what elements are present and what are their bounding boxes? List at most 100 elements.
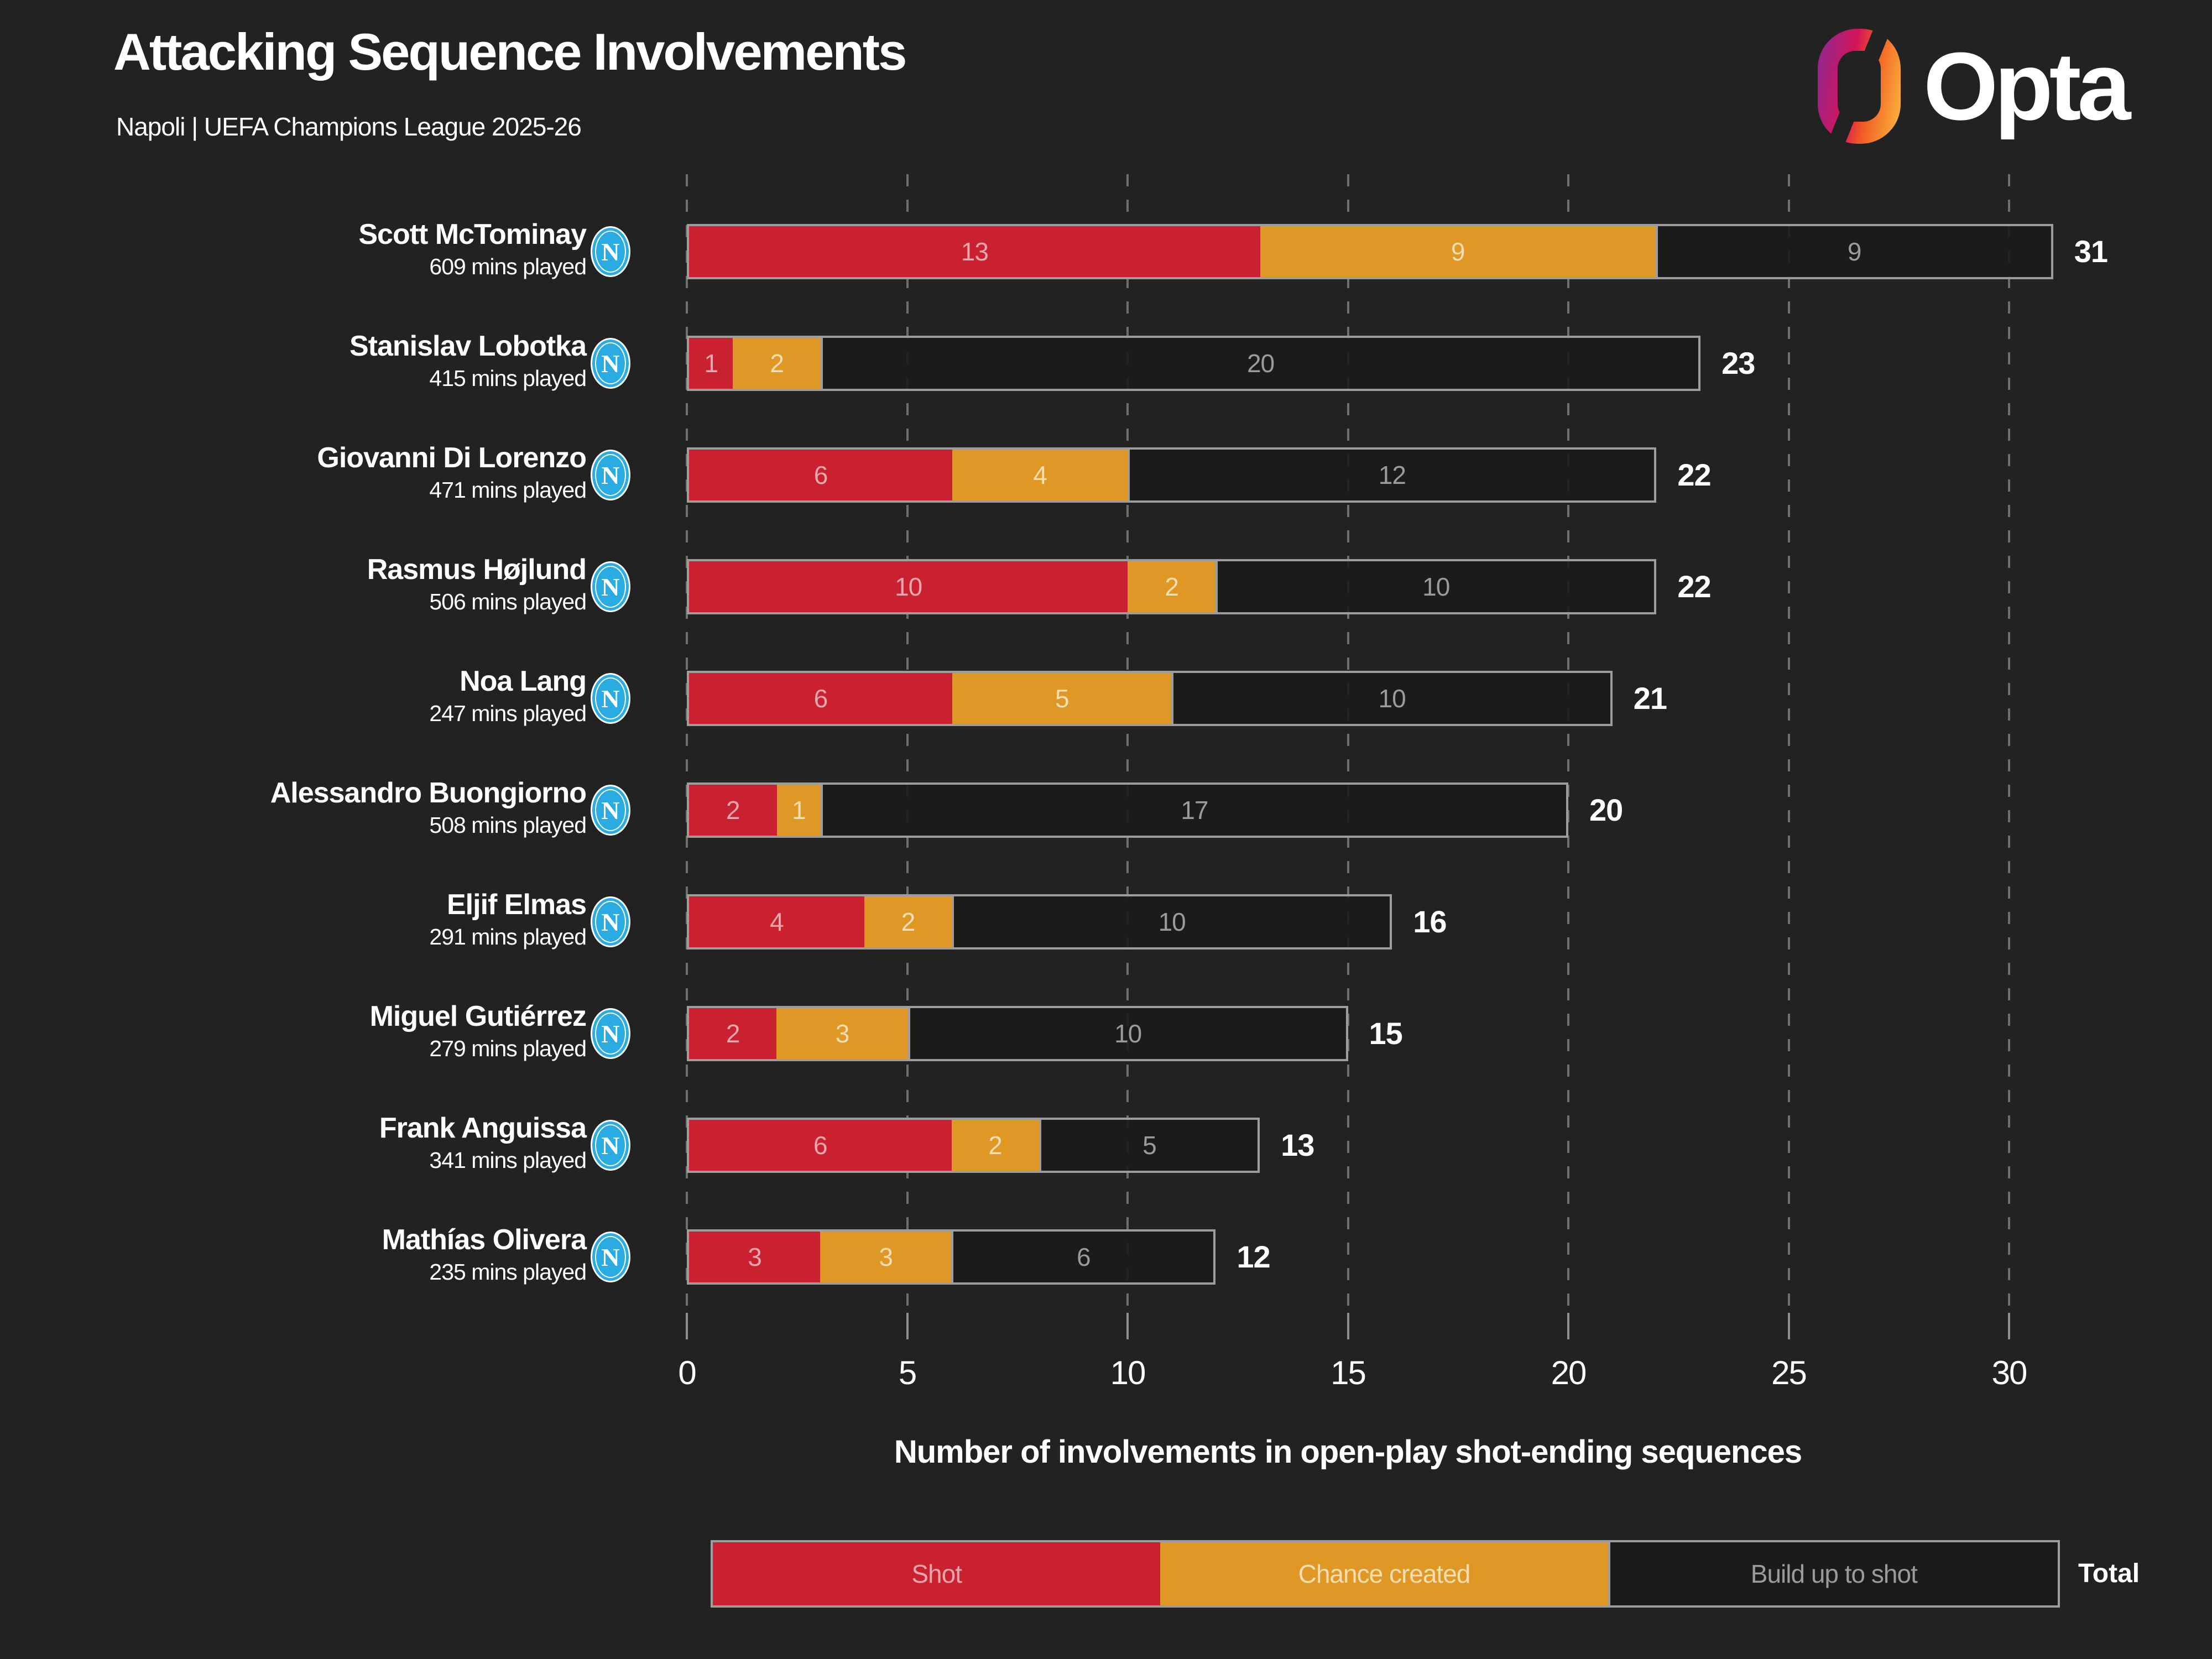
- bar-segment-shot: 4: [689, 896, 864, 947]
- club-badge-letter: N: [601, 1131, 620, 1160]
- gridline: [686, 174, 688, 1340]
- segment-value: 9: [1847, 237, 1862, 266]
- axis-tick-label: 5: [898, 1354, 917, 1391]
- total-value: 22: [1677, 457, 1711, 492]
- player-mins-played: 508 mins played: [429, 812, 587, 838]
- bar-segment-shot: 3: [689, 1232, 821, 1282]
- bar-segment-chance-created: 4: [952, 450, 1128, 500]
- segment-value: 9: [1451, 237, 1465, 266]
- segment-value: 3: [748, 1243, 762, 1271]
- player-mins-played: 279 mins played: [429, 1036, 587, 1062]
- segment-value: 5: [1142, 1131, 1157, 1160]
- page-title: Attacking Sequence Involvements: [113, 23, 907, 81]
- club-badge-letter: N: [601, 572, 620, 601]
- segment-value: 2: [770, 349, 784, 378]
- club-badge-ring: [595, 1124, 626, 1166]
- segment-value: 5: [1055, 684, 1070, 713]
- club-badge: N: [591, 338, 630, 389]
- bar-segment-shot: 6: [689, 673, 952, 724]
- player-mins-played: 415 mins played: [429, 366, 587, 392]
- player-name: Scott McTominay: [358, 218, 587, 251]
- player-name-block: Scott McTominay 609 mins played: [66, 218, 587, 280]
- player-name-block: Giovanni Di Lorenzo 471 mins played: [66, 442, 587, 503]
- segment-value: 20: [1246, 349, 1275, 378]
- legend-item-shot: Shot: [713, 1542, 1161, 1605]
- legend-label-build-up-to-shot: Build up to shot: [1750, 1559, 1918, 1588]
- bar-segment-shot: 2: [689, 785, 777, 836]
- player-mins-played: 291 mins played: [429, 924, 587, 950]
- player-name: Giovanni Di Lorenzo: [317, 442, 587, 474]
- player-name-block: Rasmus Højlund 506 mins played: [66, 555, 587, 615]
- segment-value: 12: [1378, 461, 1406, 489]
- axis-tick: [906, 1313, 909, 1339]
- bar-segment-chance-created: 1: [776, 785, 821, 836]
- player-mins-played: 235 mins played: [429, 1259, 587, 1285]
- gridline: [1567, 174, 1569, 1340]
- player-name-block: Mathías Olivera 235 mins played: [66, 1225, 587, 1285]
- segment-value: 6: [1076, 1243, 1091, 1271]
- bar-segment-chance-created: 2: [864, 896, 952, 947]
- segment-value: 10: [1422, 572, 1450, 601]
- total-value: 31: [2074, 234, 2108, 269]
- total-value: 16: [1413, 904, 1447, 939]
- bar-segment-chance-created: 5: [952, 673, 1172, 724]
- club-badge-ring: [595, 454, 626, 496]
- bar-segment-build-up: 12: [1128, 450, 1655, 500]
- club-badge-letter: N: [601, 1243, 620, 1271]
- bar: 6 2 5: [687, 1118, 1260, 1173]
- axis-tick: [2008, 1313, 2010, 1339]
- club-badge-ring: [595, 231, 626, 273]
- player-name-block: Noa Lang 247 mins played: [66, 665, 587, 727]
- segment-value: 1: [791, 796, 806, 825]
- bar-segment-build-up: 10: [1171, 673, 1610, 724]
- bar-segment-chance-created: 2: [951, 1120, 1039, 1171]
- bar: 2 3 10: [687, 1006, 1348, 1061]
- player-name-block: Alessandro Buongiorno 508 mins played: [66, 778, 587, 838]
- segment-value: 1: [704, 349, 718, 378]
- player-mins-played: 471 mins played: [429, 477, 587, 503]
- total-value: 13: [1281, 1128, 1314, 1162]
- segment-value: 2: [988, 1131, 1003, 1160]
- bar-segment-chance-created: 3: [820, 1232, 952, 1282]
- club-badge: N: [591, 1120, 630, 1171]
- club-badge-letter: N: [601, 349, 620, 378]
- bar-segment-chance-created: 3: [776, 1008, 908, 1059]
- segment-value: 6: [813, 1131, 828, 1160]
- axis-tick-label: 30: [1991, 1354, 2028, 1391]
- total-value: 22: [1677, 569, 1711, 604]
- segment-value: 4: [1033, 461, 1047, 489]
- club-badge: N: [591, 673, 630, 724]
- player-name: Stanislav Lobotka: [349, 330, 587, 362]
- player-name: Noa Lang: [460, 665, 587, 697]
- bar-segment-shot: 6: [689, 450, 953, 500]
- club-badge: N: [591, 785, 630, 836]
- player-name: Eljif Elmas: [447, 889, 587, 921]
- bar-segment-chance-created: 9: [1260, 226, 1656, 277]
- gridline: [1347, 174, 1349, 1340]
- player-mins-played: 247 mins played: [429, 701, 587, 727]
- segment-value: 3: [879, 1243, 893, 1271]
- club-badge: N: [591, 226, 630, 277]
- club-badge-ring: [595, 342, 626, 384]
- segment-value: 10: [1158, 907, 1186, 936]
- axis-tick-label: 10: [1110, 1354, 1146, 1391]
- club-badge: N: [591, 1008, 630, 1059]
- player-name-block: Frank Anguissa 341 mins played: [66, 1113, 587, 1173]
- segment-value: 10: [1378, 684, 1406, 713]
- segment-value: 10: [1114, 1019, 1142, 1048]
- club-badge-letter: N: [601, 796, 620, 825]
- segment-value: 17: [1181, 796, 1208, 825]
- segment-value: 4: [770, 907, 784, 936]
- bar-segment-chance-created: 2: [1128, 561, 1216, 612]
- club-badge-ring: [595, 1236, 626, 1278]
- bar-segment-shot: 6: [689, 1120, 952, 1171]
- axis-tick: [1347, 1313, 1349, 1339]
- club-badge-letter: N: [601, 684, 620, 713]
- opta-logo-icon: [1818, 29, 1901, 144]
- segment-value: 6: [813, 684, 828, 713]
- axis-tick-label: 25: [1771, 1354, 1807, 1391]
- club-badge-ring: [595, 677, 626, 719]
- bar-segment-chance-created: 2: [733, 338, 821, 389]
- axis-tick: [1567, 1313, 1569, 1339]
